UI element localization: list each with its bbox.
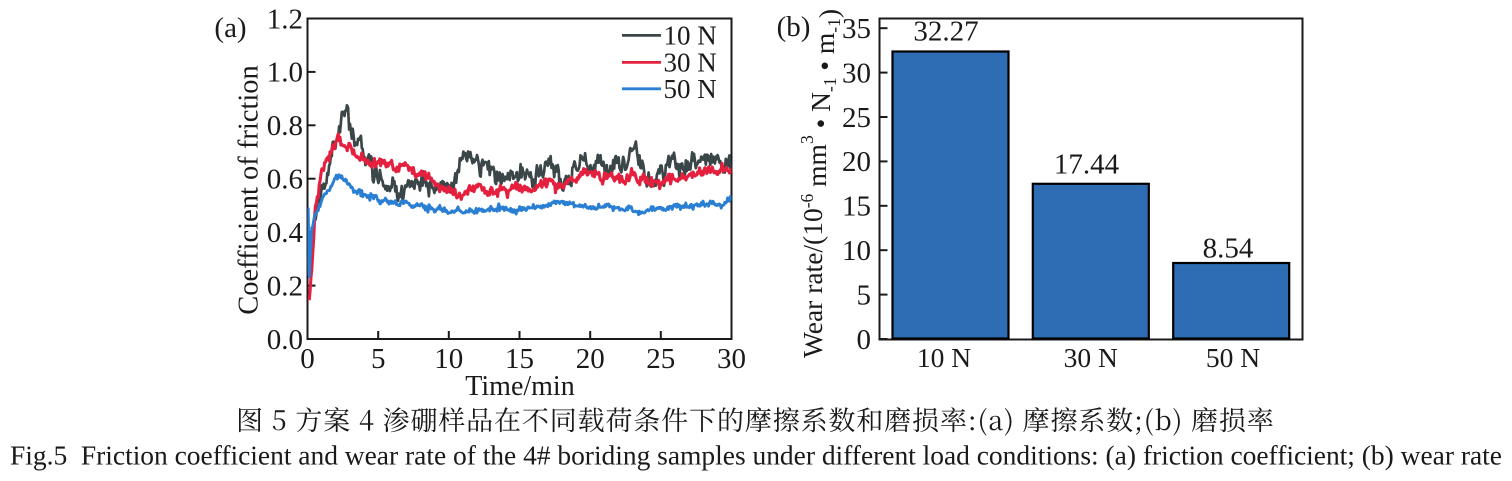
svg-text:1.2: 1.2 (267, 3, 303, 35)
svg-text:30 N: 30 N (1064, 342, 1118, 373)
svg-text:1.0: 1.0 (267, 57, 303, 89)
svg-text:50 N: 50 N (664, 74, 717, 104)
svg-text:35: 35 (842, 13, 871, 45)
svg-text:10 N: 10 N (917, 342, 971, 373)
svg-text:25: 25 (646, 343, 675, 375)
svg-text:(b): (b) (777, 11, 811, 43)
svg-text:17.44: 17.44 (1054, 148, 1120, 180)
svg-text:30 N: 30 N (664, 47, 717, 77)
svg-text:8.54: 8.54 (1203, 232, 1254, 264)
svg-text:15: 15 (505, 343, 534, 375)
svg-text:10: 10 (434, 343, 463, 375)
svg-text:10: 10 (842, 235, 871, 267)
svg-text:0: 0 (857, 324, 872, 356)
svg-text:0: 0 (300, 343, 315, 375)
svg-text:0.6: 0.6 (267, 164, 303, 196)
svg-text:5: 5 (371, 343, 386, 375)
svg-text:Coefficient of friction: Coefficient of friction (234, 65, 265, 315)
svg-text:10 N: 10 N (664, 20, 717, 50)
svg-text:25: 25 (842, 102, 871, 134)
svg-text:Fig.5 Friction coefficient an: Fig.5 Friction coefficient and wear rate… (10, 440, 1502, 471)
svg-text:0.4: 0.4 (267, 217, 304, 249)
svg-text:Wear rate/(10-6 mm3 • N-1 • m-: Wear rate/(10-6 mm3 • N-1 • m-1) (797, 9, 844, 358)
svg-text:Time/min: Time/min (465, 371, 574, 402)
svg-text:20: 20 (576, 343, 605, 375)
svg-text:30: 30 (717, 343, 746, 375)
svg-text:32.27: 32.27 (913, 16, 978, 48)
svg-text:5: 5 (857, 279, 872, 311)
svg-text:0.8: 0.8 (267, 110, 303, 142)
svg-text:20: 20 (842, 146, 871, 178)
svg-text:0.0: 0.0 (267, 324, 303, 356)
svg-text:0.2: 0.2 (267, 270, 303, 302)
svg-text:(a): (a) (214, 12, 246, 44)
svg-text:50 N: 50 N (1206, 342, 1260, 373)
svg-text:15: 15 (842, 191, 871, 223)
svg-text:30: 30 (842, 57, 871, 89)
